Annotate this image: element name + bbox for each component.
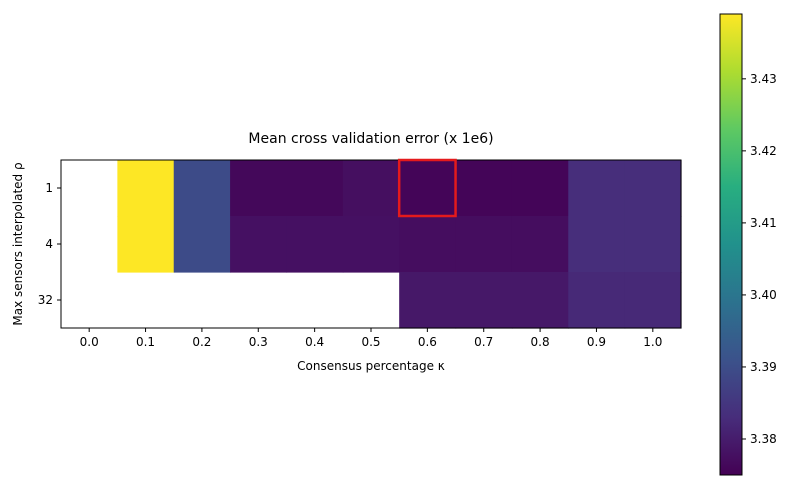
x-tick-label: 0.6 xyxy=(418,335,437,349)
colorbar-tick-label: 3.43 xyxy=(750,72,777,86)
heatmap-cell xyxy=(624,216,682,273)
y-tick-label: 1 xyxy=(45,181,53,195)
colorbar-tick-label: 3.41 xyxy=(750,216,777,230)
heatmap-cell xyxy=(117,160,175,217)
colorbar-tick-label: 3.38 xyxy=(750,432,777,446)
heatmap-cell xyxy=(455,160,513,217)
x-tick-label: 0.9 xyxy=(587,335,606,349)
y-tick-label: 4 xyxy=(45,237,53,251)
heatmap-cell xyxy=(455,272,513,329)
x-tick-label: 1.0 xyxy=(643,335,662,349)
heatmap-cell xyxy=(568,272,626,329)
y-tick-label: 32 xyxy=(38,293,53,307)
heatmap-cell xyxy=(230,160,288,217)
colorbar-tick-label: 3.42 xyxy=(750,144,777,158)
heatmap-cell xyxy=(117,216,175,273)
heatmap-cell xyxy=(511,216,569,273)
heatmap-cell xyxy=(399,272,457,329)
x-axis-label: Consensus percentage κ xyxy=(297,359,445,373)
heatmap-cell xyxy=(511,160,569,217)
colorbar-gradient xyxy=(720,14,742,475)
x-tick-label: 0.5 xyxy=(361,335,380,349)
x-axis-ticks: 0.0 0.1 0.2 0.3 0.4 0.5 0.6 0.7 0.8 0.9 1.0 xyxy=(80,328,662,349)
y-axis-ticks: 1 4 32 xyxy=(38,181,61,307)
colorbar-tick-label: 3.40 xyxy=(750,288,777,302)
heatmap-cell xyxy=(342,160,400,217)
heatmap-cell xyxy=(399,160,457,217)
heatmap-cell xyxy=(342,216,400,273)
x-tick-label: 0.1 xyxy=(136,335,155,349)
heatmap-cell xyxy=(624,160,682,217)
x-tick-label: 0.4 xyxy=(305,335,324,349)
highlight-box xyxy=(397,158,457,218)
heatmap-cell xyxy=(624,272,682,329)
heatmap-cell xyxy=(286,216,344,273)
heatmap-cell xyxy=(568,216,626,273)
heatmap-cell xyxy=(399,216,457,273)
x-tick-label: 0.3 xyxy=(249,335,268,349)
colorbar-tick-label: 3.39 xyxy=(750,360,777,374)
heatmap-cell xyxy=(286,160,344,217)
heatmap-cell xyxy=(568,160,626,217)
heatmap-cell xyxy=(511,272,569,329)
chart-title: Mean cross validation error (x 1e6) xyxy=(248,131,493,147)
x-tick-label: 0.7 xyxy=(474,335,493,349)
colorbar-frame xyxy=(719,13,743,476)
heatmap-cell xyxy=(230,216,288,273)
heatmap-cell xyxy=(455,216,513,273)
heatmap-cell xyxy=(173,216,231,273)
x-tick-label: 0.0 xyxy=(80,335,99,349)
colorbar-ticks: 3.38 3.39 3.40 3.41 3.42 3.43 xyxy=(742,72,777,446)
x-tick-label: 0.2 xyxy=(192,335,211,349)
heatmap-cells xyxy=(117,160,682,329)
x-tick-label: 0.8 xyxy=(531,335,550,349)
colorbar: 3.38 3.39 3.40 3.41 3.42 3.43 xyxy=(719,13,777,476)
heatmap-cell xyxy=(173,160,231,217)
y-axis-label: Max sensors interpolated ρ xyxy=(11,162,25,325)
